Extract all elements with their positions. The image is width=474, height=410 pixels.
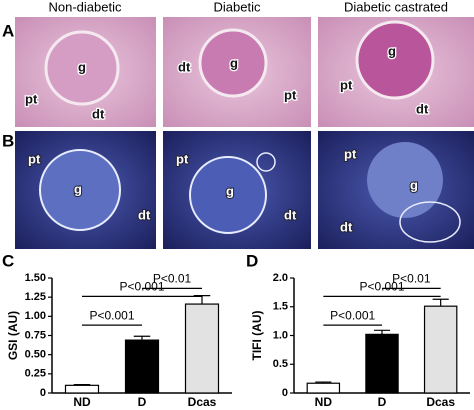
micrograph-row-a: pt g dt dt g pt g pt dt [15,17,474,127]
bar [306,382,341,394]
micrograph-label: g [78,59,86,74]
micrograph-label: g [226,183,234,198]
x-tick-label: ND [315,395,333,409]
micrograph-row-b: pt g dt pt g dt pt g dt [15,131,474,249]
panel-label: C [2,251,14,270]
micrograph-label: pt [28,151,41,166]
y-tick-label: 1.50 [25,272,46,284]
significance-label: P<0.001 [330,308,375,322]
micrograph-label: pt [25,91,38,106]
micrograph-label: g [74,181,82,196]
y-tick-label: 1.00 [25,310,46,322]
bar-chart: GSI (AU) 0 0.25 0.50 0.75 1.00 1.25 1.50 ND D Dcas… [6,272,232,409]
micrograph-label: pt [176,151,189,166]
micrograph-label: dt [92,106,105,121]
x-tick-label: D [378,395,387,409]
bar-chart: TIFI (AU)00.51.01.52.0ND D DcasP<0.001P<0.… [250,272,470,409]
micrograph-label: dt [340,219,353,234]
micrograph-label: pt [284,87,297,102]
micrograph-label: dt [284,207,297,222]
bar [64,384,100,394]
significance-label: P<0.01 [392,272,431,286]
micrograph-label: g [410,177,418,192]
column-title: Diabetic castrated [344,0,448,14]
bar [184,303,220,394]
y-tick-label: 0.5 [273,358,288,370]
y-tick-label: 1.5 [273,301,288,313]
micrograph-label: pt [344,146,357,161]
significance-label: P<0.001 [119,280,164,294]
bar [365,333,399,394]
bar [423,305,458,394]
micrograph-label: dt [416,101,429,116]
micrograph-label: g [388,43,396,58]
significance-label: P<0.001 [359,280,404,294]
panel-label: B [2,131,14,150]
y-tick-label: 1.25 [25,291,46,303]
x-tick-label: Dcas [426,395,455,409]
y-tick-label: 2.0 [273,272,288,284]
column-title: Non-diabetic [49,0,122,14]
y-axis-label: GSI (AU) [6,311,20,360]
y-axis-label: TIFI (AU) [250,311,264,361]
x-tick-label: D [138,395,147,409]
micrograph-label: dt [178,59,191,74]
y-tick-label: 0.25 [25,368,46,380]
micrograph-label: dt [138,207,151,222]
y-tick-label: 0 [282,387,288,399]
y-tick-label: 1.0 [273,329,288,341]
significance-label: P<0.001 [89,308,134,322]
y-tick-label: 0 [40,387,46,399]
panel-label: A [2,21,14,40]
significance-label: P<0.01 [153,272,192,286]
x-tick-label: Dcas [188,395,217,409]
panel-label: D [246,251,258,270]
column-title: Diabetic [214,0,261,14]
bar [124,339,160,394]
micrograph-label: pt [340,77,353,92]
micrograph-label: g [230,55,238,70]
x-tick-label: ND [73,395,91,409]
y-tick-label: 0.50 [25,349,46,361]
y-tick-label: 0.75 [25,329,46,341]
